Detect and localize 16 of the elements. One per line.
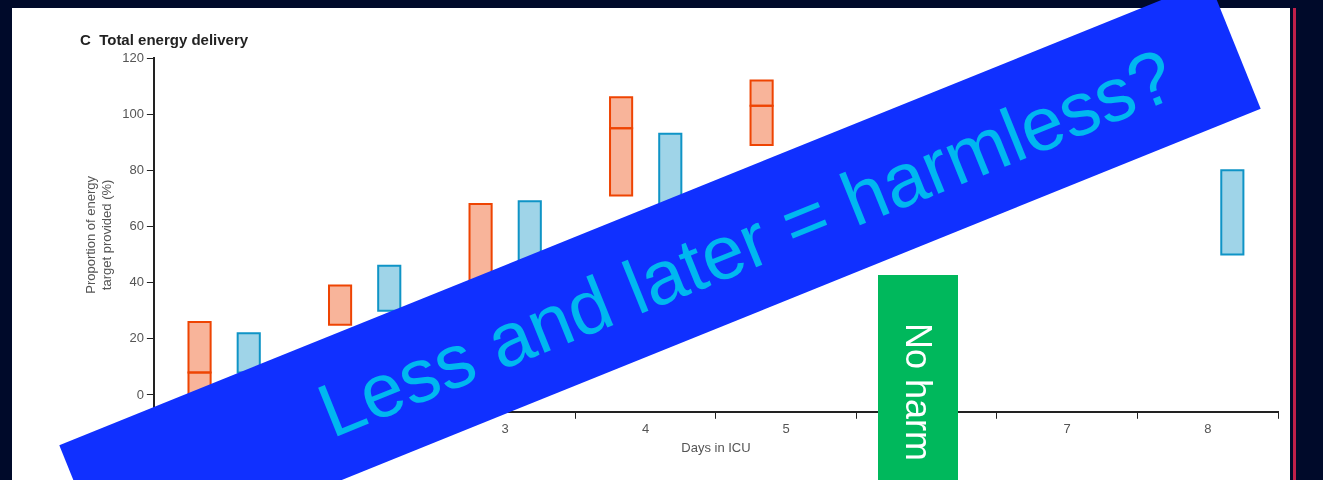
- y-tick-label: 40: [129, 274, 144, 290]
- y-tick-label: 20: [129, 330, 144, 346]
- y-tick-label: 120: [122, 49, 144, 65]
- annotation: No harm: [878, 275, 958, 480]
- y-tick-label: 100: [122, 105, 144, 121]
- y-axis-title: Proportion of energy target provided (%): [83, 175, 114, 294]
- x-axis-title: Days in ICU: [681, 439, 751, 455]
- chart-title: C Total energy delivery: [80, 31, 249, 49]
- y-tick-label: 60: [129, 218, 144, 234]
- x-tick-label: 5: [782, 421, 790, 437]
- y-tick-label: 80: [129, 161, 144, 177]
- x-tick-label: 3: [501, 421, 509, 437]
- x-tick-label: 8: [1204, 421, 1212, 437]
- x-tick-label: 7: [1063, 421, 1071, 437]
- y-tick-label: 0: [136, 386, 144, 402]
- x-tick-label: 4: [642, 421, 650, 437]
